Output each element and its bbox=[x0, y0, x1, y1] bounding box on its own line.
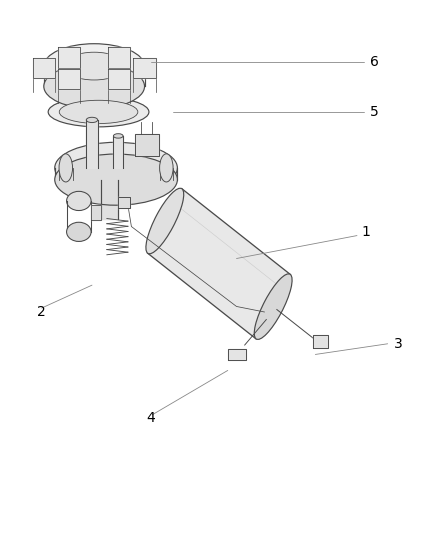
Polygon shape bbox=[118, 197, 130, 208]
Ellipse shape bbox=[67, 222, 91, 241]
Ellipse shape bbox=[55, 154, 177, 205]
Polygon shape bbox=[58, 47, 80, 68]
Text: 4: 4 bbox=[147, 411, 155, 425]
Polygon shape bbox=[33, 58, 55, 78]
Ellipse shape bbox=[59, 154, 73, 182]
Text: 3: 3 bbox=[394, 337, 403, 351]
Ellipse shape bbox=[146, 188, 184, 254]
Polygon shape bbox=[108, 47, 131, 68]
Polygon shape bbox=[113, 136, 123, 168]
Ellipse shape bbox=[44, 44, 145, 88]
Ellipse shape bbox=[44, 64, 145, 109]
Text: 2: 2 bbox=[37, 305, 46, 319]
Polygon shape bbox=[313, 335, 328, 348]
Polygon shape bbox=[58, 69, 80, 89]
Text: 5: 5 bbox=[370, 105, 379, 119]
Ellipse shape bbox=[48, 97, 149, 127]
Ellipse shape bbox=[59, 100, 138, 124]
Polygon shape bbox=[101, 180, 118, 219]
Polygon shape bbox=[134, 58, 155, 78]
Ellipse shape bbox=[254, 274, 292, 340]
Ellipse shape bbox=[55, 142, 177, 193]
Text: 6: 6 bbox=[370, 55, 379, 69]
Ellipse shape bbox=[86, 117, 98, 123]
Polygon shape bbox=[135, 134, 159, 156]
Ellipse shape bbox=[159, 154, 173, 182]
Ellipse shape bbox=[67, 191, 91, 211]
Ellipse shape bbox=[113, 134, 123, 138]
Polygon shape bbox=[86, 120, 98, 168]
Polygon shape bbox=[108, 69, 131, 89]
Text: 1: 1 bbox=[361, 225, 370, 239]
Ellipse shape bbox=[63, 52, 125, 80]
Polygon shape bbox=[148, 189, 290, 339]
Polygon shape bbox=[91, 205, 101, 220]
Polygon shape bbox=[228, 349, 246, 360]
